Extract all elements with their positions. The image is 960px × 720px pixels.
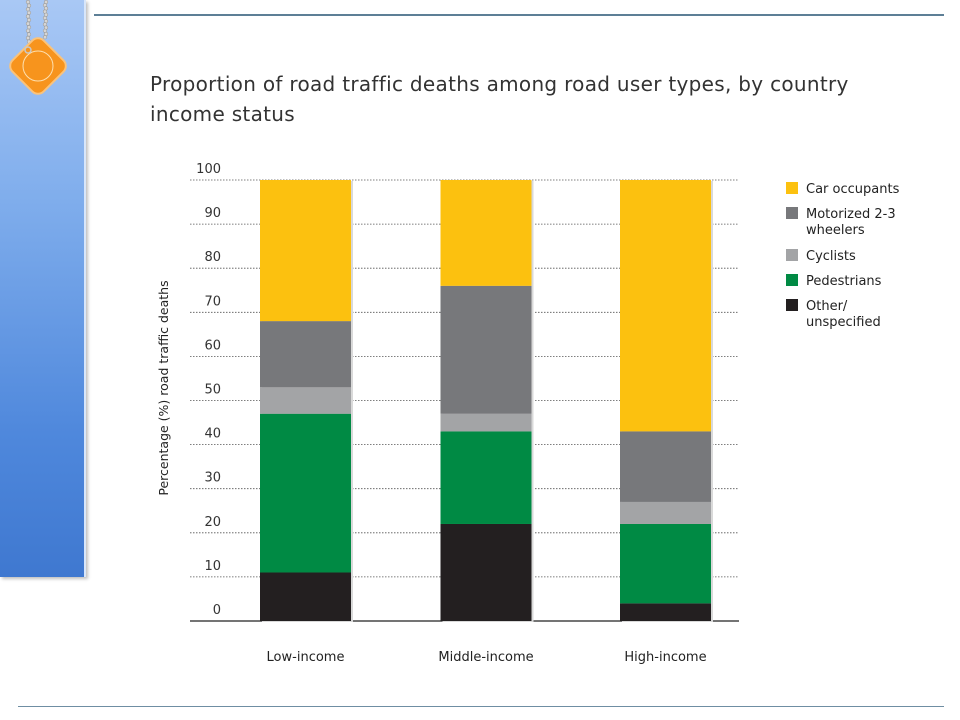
legend-label: Motorized 2-3 <box>806 207 896 222</box>
chart-title: Proportion of road traffic deaths among … <box>150 69 870 129</box>
y-tick-label: 20 <box>204 515 221 530</box>
bar-segment <box>260 321 351 388</box>
chain-bead <box>42 35 48 40</box>
y-axis-title: Percentage (%) road traffic deaths <box>156 280 171 495</box>
bar-segment <box>440 413 532 432</box>
decorative-tag <box>9 0 67 95</box>
legend-label: Car occupants <box>806 182 900 197</box>
bar-segment <box>260 572 351 621</box>
bar-group <box>440 180 534 622</box>
side-panel <box>0 0 86 577</box>
y-tick-label: 80 <box>204 250 221 265</box>
y-tick-label: 100 <box>196 162 221 177</box>
legend-item: Car occupants <box>786 182 900 197</box>
y-tick-label: 40 <box>204 427 221 442</box>
y-tick-label: 10 <box>204 559 221 574</box>
orange-diamond-tag-icon <box>9 37 67 95</box>
legend-swatch <box>786 207 798 219</box>
chart-title-line-1: Proportion of road traffic deaths among … <box>150 72 849 96</box>
legend-swatch <box>786 182 798 194</box>
x-category-label: High-income <box>624 650 706 665</box>
y-tick-label: 30 <box>204 471 221 486</box>
legend-label: wheelers <box>806 223 865 238</box>
bar-segment <box>260 387 351 414</box>
y-tick-label: 70 <box>204 294 221 309</box>
bead-chain-icon <box>25 0 49 44</box>
bar-segment <box>440 180 532 286</box>
bar-segment <box>260 180 351 322</box>
legend-swatch <box>786 249 798 261</box>
chart-title-line-2: income status <box>150 102 295 126</box>
bar-segment <box>620 431 711 502</box>
bar-segment <box>440 431 532 524</box>
bar-segment <box>440 285 532 414</box>
y-tick-label: 90 <box>204 206 221 221</box>
bar-segment <box>620 523 711 604</box>
legend-item: Other/unspecified <box>786 299 881 330</box>
y-tick-label: 50 <box>204 383 221 398</box>
bars-layer <box>260 180 713 622</box>
legend-swatch <box>786 274 798 286</box>
bar-segment <box>620 501 711 524</box>
legend-label: unspecified <box>806 315 881 330</box>
y-tick-label: 0 <box>213 603 221 618</box>
x-categories: Low-income Middle-income High-income <box>267 650 707 665</box>
bottom-rule <box>18 706 944 707</box>
bar-segment <box>620 603 711 621</box>
bar-segment <box>440 523 532 621</box>
bar-group <box>260 180 353 622</box>
bar-segment <box>620 180 711 432</box>
y-tick-label: 60 <box>204 338 221 353</box>
bar-segment <box>260 413 351 573</box>
bar-group <box>620 180 713 622</box>
top-rule <box>94 14 944 16</box>
legend-label: Cyclists <box>806 249 856 264</box>
legend-label: Pedestrians <box>806 274 882 289</box>
x-category-label: Low-income <box>267 650 345 665</box>
x-category-label: Middle-income <box>438 650 533 665</box>
legend-item: Pedestrians <box>786 274 882 289</box>
legend-swatch <box>786 299 798 311</box>
legend-label: Other/ <box>806 299 848 314</box>
y-ticks: 0 10 20 30 40 50 60 70 80 90 100 <box>196 162 221 618</box>
legend-item: Cyclists <box>786 249 856 264</box>
